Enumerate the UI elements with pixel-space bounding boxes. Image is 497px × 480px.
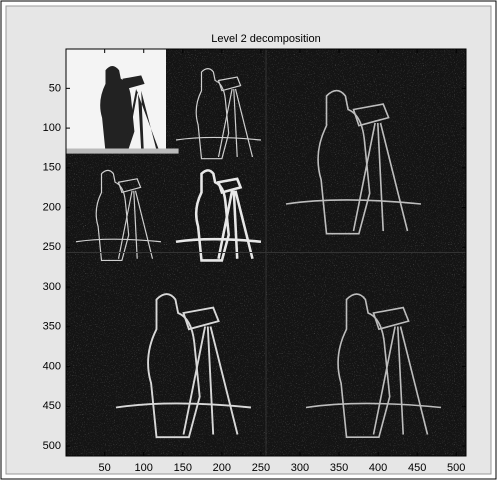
x-tick-label: 500 xyxy=(447,462,465,474)
x-tick-label: 150 xyxy=(174,462,192,474)
x-tick-label: 300 xyxy=(291,462,309,474)
y-tick-label: 200 xyxy=(43,201,61,213)
x-tick-label: 450 xyxy=(408,462,426,474)
x-tick-label: 250 xyxy=(252,462,270,474)
y-tick-label: 400 xyxy=(43,360,61,372)
y-tick-label: 500 xyxy=(43,440,61,452)
x-tick-label: 100 xyxy=(135,462,153,474)
y-tick-label: 50 xyxy=(49,82,61,94)
chart-title: Level 2 decomposition xyxy=(211,33,320,45)
x-tick-label: 350 xyxy=(330,462,348,474)
y-tick-label: 250 xyxy=(43,241,61,253)
x-tick-label: 200 xyxy=(213,462,231,474)
y-tick-label: 300 xyxy=(43,281,61,293)
y-tick-label: 350 xyxy=(43,321,61,333)
x-tick-label: 400 xyxy=(369,462,387,474)
image xyxy=(66,49,466,456)
approximation-ground xyxy=(66,149,178,154)
figure: Level 2 decomposition 50 100 150 200 250 300 3… xyxy=(0,0,497,480)
y-tick-label: 100 xyxy=(43,122,61,134)
y-tick-label: 150 xyxy=(43,162,61,174)
y-tick-label: 450 xyxy=(43,400,61,412)
x-tick-label: 50 xyxy=(99,462,111,474)
